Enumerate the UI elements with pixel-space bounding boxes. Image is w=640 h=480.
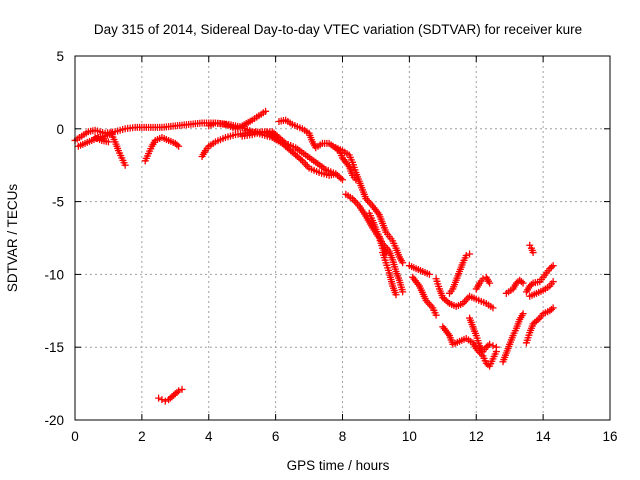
data-point — [489, 304, 497, 312]
x-tick-label: 6 — [272, 429, 280, 444]
data-point — [527, 281, 535, 289]
series-arc-x — [522, 304, 557, 347]
data-point — [534, 316, 542, 324]
series-arc-lone — [155, 385, 186, 405]
series-arc-q — [446, 250, 474, 297]
series-arc-w — [522, 262, 557, 296]
data-point — [492, 343, 500, 351]
data-point — [173, 388, 181, 396]
data-point — [466, 250, 474, 258]
data-point — [280, 138, 288, 146]
y-tick-label: -5 — [52, 195, 64, 210]
data-point — [432, 311, 440, 319]
series-arc-p — [432, 275, 497, 312]
data-point — [486, 340, 494, 348]
series-arc-o — [409, 273, 440, 319]
data-point — [425, 270, 433, 278]
grid-lines — [75, 56, 610, 420]
axis-ticks: 0 2 4 6 8 10 12 14 16 5 0 -5 -10 -15 -20 — [44, 49, 617, 444]
data-point — [392, 291, 400, 299]
x-tick-label: 4 — [205, 429, 213, 444]
data-point — [517, 278, 525, 286]
data-point — [519, 310, 527, 318]
data-point — [399, 288, 407, 296]
series-arc-s — [439, 323, 500, 370]
data-point — [549, 262, 557, 270]
x-tick-label: 14 — [536, 429, 552, 444]
series-arc-c — [91, 134, 112, 146]
data-point — [549, 304, 557, 312]
series-arc-h — [238, 128, 346, 184]
series-arc-y — [526, 278, 557, 300]
y-axis-label: SDTVAR / TECUs — [5, 184, 20, 293]
series-arc-l — [365, 209, 407, 296]
chart-title: Day 315 of 2014, Sidereal Day-to-day VTE… — [94, 22, 582, 37]
x-tick-label: 2 — [138, 429, 146, 444]
plot-frame — [74, 55, 611, 421]
series-arc-n — [405, 262, 433, 278]
data-point — [489, 342, 497, 350]
series-arc-i — [275, 116, 360, 184]
series-arc-j — [332, 144, 407, 267]
series-arc-z — [526, 241, 537, 257]
x-tick-label: 0 — [71, 429, 79, 444]
y-tick-label: -20 — [44, 413, 64, 428]
data-point — [444, 298, 452, 306]
series-arc-d — [108, 131, 129, 169]
y-tick-label: -15 — [44, 340, 64, 355]
y-tick-label: -10 — [44, 267, 64, 282]
data-point — [547, 305, 555, 313]
data-point — [104, 138, 112, 146]
data-point — [297, 155, 305, 163]
x-tick-label: 12 — [469, 429, 484, 444]
data-point — [173, 141, 181, 149]
data-point — [155, 394, 163, 402]
series-arc-g — [205, 107, 270, 133]
series-arc-t — [466, 314, 500, 356]
data-point — [399, 259, 407, 267]
data-point — [161, 397, 169, 405]
data-point — [519, 279, 527, 287]
x-tick-label: 8 — [339, 429, 347, 444]
data-point — [462, 251, 470, 259]
series-arc-m — [379, 249, 400, 299]
data-point — [178, 385, 186, 393]
series-arc-u — [502, 276, 527, 297]
data-points — [71, 107, 557, 405]
series-arc-r — [472, 273, 494, 293]
data-point — [339, 176, 346, 184]
series-arc-v — [499, 310, 527, 366]
data-point — [158, 396, 166, 404]
data-point — [529, 249, 537, 257]
data-point — [549, 278, 557, 286]
y-tick-label: 0 — [56, 122, 64, 137]
data-point — [486, 279, 494, 287]
data-point — [262, 107, 270, 115]
data-point — [337, 174, 345, 182]
x-tick-label: 16 — [602, 429, 617, 444]
data-point — [121, 161, 129, 169]
x-axis-label: GPS time / hours — [287, 458, 390, 473]
series-arc-e — [141, 134, 183, 165]
data-point — [175, 387, 183, 395]
x-tick-label: 10 — [402, 429, 417, 444]
data-point — [175, 142, 183, 150]
data-point — [547, 263, 555, 271]
y-tick-label: 5 — [56, 49, 64, 64]
